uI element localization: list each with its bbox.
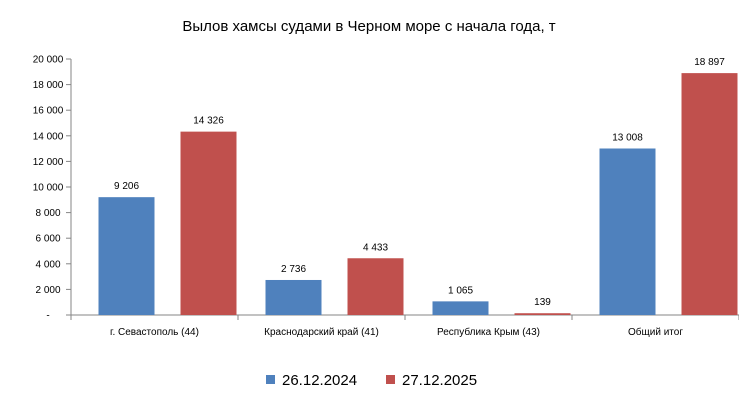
data-label: 9 206 <box>114 181 139 192</box>
category-label: г. Севастополь (44) <box>110 327 199 338</box>
y-tick-label: - <box>46 311 49 322</box>
y-axis-ticks: - 2 000 4 000 6 000 8 000 10 000 12 000 14 000 1… <box>33 55 71 322</box>
y-tick-label: 6 000 <box>35 234 60 245</box>
y-tick-label: 16 000 <box>33 106 64 117</box>
y-tick-label: 4 000 <box>35 259 60 270</box>
legend-swatch <box>266 375 275 384</box>
bar <box>347 258 404 315</box>
data-labels: 9 206 2 736 1 065 13 008 14 326 4 433 139 18 89… <box>114 57 725 308</box>
data-label: 13 008 <box>612 132 643 143</box>
category-label: Краснодарский край (41) <box>264 327 379 338</box>
bar <box>98 197 155 315</box>
legend-swatch <box>386 375 395 384</box>
data-label: 139 <box>534 297 551 308</box>
category-labels: г. Севастополь (44) Краснодарский край (4… <box>110 326 683 338</box>
data-label: 4 433 <box>363 242 388 253</box>
chart-title: Вылов хамсы судами в Черном море с начал… <box>182 18 555 35</box>
x-axis-ticks <box>70 315 739 320</box>
y-tick-label: 8 000 <box>35 208 60 219</box>
y-tick-label: 20 000 <box>33 55 64 66</box>
bar <box>265 279 322 315</box>
category-label: Общий итог <box>628 326 683 338</box>
bar <box>180 131 237 315</box>
data-label: 1 065 <box>448 285 473 296</box>
y-tick-label: 10 000 <box>33 183 64 194</box>
bar <box>514 313 571 315</box>
y-tick-label: 12 000 <box>33 157 64 168</box>
data-label: 2 736 <box>281 264 306 275</box>
data-label: 14 326 <box>193 116 224 127</box>
category-label: Республика Крым (43) <box>437 326 540 338</box>
bar <box>432 301 489 315</box>
legend-label: 27.12.2025 <box>402 372 477 389</box>
y-tick-label: 2 000 <box>35 285 60 296</box>
bar <box>681 73 738 315</box>
bars <box>98 73 738 315</box>
bar <box>599 148 656 315</box>
y-tick-label: 18 000 <box>33 80 64 91</box>
legend: 26.12.2024 27.12.2025 <box>266 372 477 389</box>
legend-label: 26.12.2024 <box>282 372 357 389</box>
y-tick-label: 14 000 <box>33 131 64 142</box>
data-label: 18 897 <box>694 57 725 68</box>
